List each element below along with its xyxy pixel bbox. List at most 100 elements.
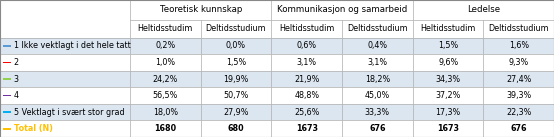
Text: Heltidsstudim: Heltidsstudim <box>138 24 193 33</box>
Bar <box>130 54 201 71</box>
Text: 45,0%: 45,0% <box>365 91 390 100</box>
Bar <box>271 87 342 104</box>
Text: Heltidsstudim: Heltidsstudim <box>279 24 335 33</box>
Text: 33,3%: 33,3% <box>365 108 390 117</box>
Bar <box>3 45 11 47</box>
Bar <box>3 111 11 113</box>
Bar <box>413 104 484 120</box>
Text: 1,0%: 1,0% <box>155 58 176 67</box>
Text: 2: 2 <box>14 58 19 67</box>
Text: 9,3%: 9,3% <box>509 58 529 67</box>
Bar <box>0 104 130 120</box>
Bar <box>0 87 130 104</box>
Bar <box>484 54 554 71</box>
Bar <box>271 54 342 71</box>
Text: 3: 3 <box>14 75 19 84</box>
Bar <box>342 38 413 54</box>
Text: 0,4%: 0,4% <box>367 42 387 50</box>
Bar <box>484 120 554 137</box>
Text: 1673: 1673 <box>437 124 459 133</box>
Text: 0,6%: 0,6% <box>297 42 317 50</box>
Text: 1673: 1673 <box>296 124 318 133</box>
Bar <box>201 20 271 38</box>
Bar <box>271 0 413 20</box>
Bar <box>201 54 271 71</box>
Bar <box>0 38 130 54</box>
Text: 39,3%: 39,3% <box>506 91 531 100</box>
Bar <box>201 104 271 120</box>
Text: 22,3%: 22,3% <box>506 108 531 117</box>
Text: Deltidsstudium: Deltidsstudium <box>489 24 549 33</box>
Bar <box>130 20 201 38</box>
Text: 676: 676 <box>511 124 527 133</box>
Text: Total (N): Total (N) <box>14 124 53 133</box>
Bar <box>271 120 342 137</box>
Bar <box>413 20 484 38</box>
Bar <box>342 87 413 104</box>
Bar <box>413 0 554 20</box>
Text: 1,6%: 1,6% <box>509 42 529 50</box>
Text: 5 Vektlagt i svært stor grad: 5 Vektlagt i svært stor grad <box>14 108 125 117</box>
Bar <box>271 71 342 87</box>
Text: 1 Ikke vektlagt i det hele tatt: 1 Ikke vektlagt i det hele tatt <box>14 42 131 50</box>
Text: 25,6%: 25,6% <box>294 108 320 117</box>
Text: 24,2%: 24,2% <box>153 75 178 84</box>
Text: 34,3%: 34,3% <box>435 75 461 84</box>
Bar <box>130 71 201 87</box>
Text: 3,1%: 3,1% <box>367 58 387 67</box>
Text: 27,9%: 27,9% <box>223 108 249 117</box>
Text: 3,1%: 3,1% <box>297 58 317 67</box>
Text: 48,8%: 48,8% <box>294 91 319 100</box>
Text: 21,9%: 21,9% <box>294 75 320 84</box>
Text: 676: 676 <box>369 124 386 133</box>
Bar <box>342 104 413 120</box>
Text: 18,0%: 18,0% <box>153 108 178 117</box>
Text: Deltidsstudium: Deltidsstudium <box>206 24 266 33</box>
Bar <box>271 20 342 38</box>
Bar <box>201 38 271 54</box>
Bar <box>342 20 413 38</box>
Bar <box>130 120 201 137</box>
Text: 0,0%: 0,0% <box>226 42 246 50</box>
Text: 17,3%: 17,3% <box>435 108 461 117</box>
Bar <box>342 120 413 137</box>
Bar <box>130 104 201 120</box>
Bar <box>0 54 130 71</box>
Bar <box>0 71 130 87</box>
Bar <box>130 0 271 20</box>
Bar <box>484 87 554 104</box>
Bar <box>201 120 271 137</box>
Text: 19,9%: 19,9% <box>223 75 249 84</box>
Text: 680: 680 <box>228 124 244 133</box>
Bar <box>0 120 130 137</box>
Text: 1,5%: 1,5% <box>438 42 458 50</box>
Bar <box>201 71 271 87</box>
Bar <box>484 104 554 120</box>
Bar <box>201 87 271 104</box>
Text: Teoretisk kunnskap: Teoretisk kunnskap <box>160 5 242 14</box>
Text: 1680: 1680 <box>155 124 176 133</box>
Bar <box>271 38 342 54</box>
Bar <box>413 120 484 137</box>
Bar <box>3 128 11 129</box>
Bar <box>3 78 11 80</box>
Bar <box>413 87 484 104</box>
Text: Ledelse: Ledelse <box>467 5 500 14</box>
Bar <box>130 87 201 104</box>
Bar <box>3 62 11 63</box>
Text: 4: 4 <box>14 91 19 100</box>
Text: Deltidsstudium: Deltidsstudium <box>347 24 408 33</box>
Text: 37,2%: 37,2% <box>435 91 461 100</box>
Text: Kommunikasjon og samarbeid: Kommunikasjon og samarbeid <box>277 5 407 14</box>
Bar <box>0 0 130 38</box>
Bar <box>342 71 413 87</box>
Text: 50,7%: 50,7% <box>223 91 249 100</box>
Text: 56,5%: 56,5% <box>153 91 178 100</box>
Text: 0,2%: 0,2% <box>155 42 176 50</box>
Text: 9,6%: 9,6% <box>438 58 458 67</box>
Bar <box>484 20 554 38</box>
Text: Heltidsstudim: Heltidsstudim <box>420 24 476 33</box>
Bar <box>342 54 413 71</box>
Bar <box>130 38 201 54</box>
Bar <box>484 71 554 87</box>
